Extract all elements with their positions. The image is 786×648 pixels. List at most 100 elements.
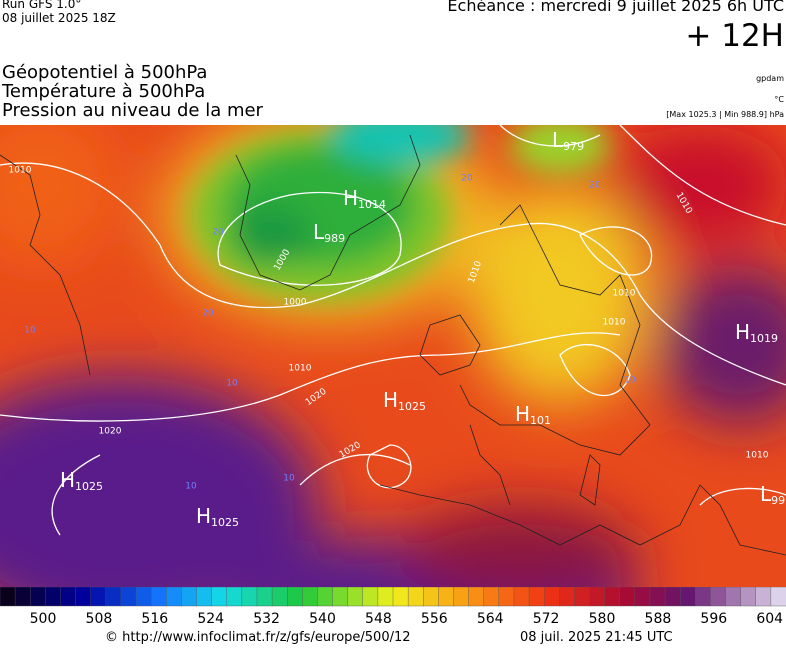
center-value: 101 — [530, 414, 551, 427]
colorbar-swatch — [286, 587, 303, 607]
cold-core — [190, 125, 610, 300]
colorbar-swatch — [75, 587, 92, 607]
colorbar-swatch — [528, 587, 545, 607]
colorbar-swatch — [513, 587, 530, 607]
colorbar-swatch — [241, 587, 258, 607]
colorbar-swatch — [710, 587, 727, 607]
lead-time: + 12H — [685, 18, 784, 54]
colorbar-label: 588 — [645, 611, 672, 627]
temperature-label: 20 — [212, 228, 224, 238]
echeance: Echéance : mercredi 9 juillet 2025 6h UT… — [447, 0, 784, 15]
footer-url: © http://www.infoclimat.fr/z/gfs/europe/… — [105, 630, 411, 645]
colorbar-label: 596 — [700, 611, 727, 627]
center-value: 1014 — [358, 198, 386, 211]
center-value: 1025 — [398, 400, 426, 413]
colorbar-swatch — [649, 587, 666, 607]
pressure-center: H1025 — [60, 468, 103, 494]
colorbar-label: 580 — [589, 611, 616, 627]
colorbar-swatch — [90, 587, 107, 607]
pressure-center: L989 — [313, 220, 345, 246]
colorbar-swatch — [740, 587, 757, 607]
center-letter: H — [343, 186, 358, 210]
temperature-label: 20 — [461, 174, 473, 184]
colorbar-swatch — [543, 587, 560, 607]
colorbar-swatch — [181, 587, 197, 607]
colorbar-label: 500 — [30, 611, 57, 627]
colorbar-swatch — [45, 587, 61, 607]
colorbar-swatch — [407, 587, 424, 607]
center-value: 979 — [563, 140, 584, 153]
center-value: 989 — [324, 232, 345, 245]
colorbar-label: 508 — [86, 611, 113, 627]
colorbar-swatch — [271, 587, 288, 607]
pressure-center: L99 — [760, 482, 785, 508]
pressure-center: H1025 — [196, 504, 239, 530]
center-letter: L — [760, 482, 772, 506]
colorbar-swatch — [0, 587, 16, 607]
unit: °C — [774, 95, 784, 104]
colorbar-swatch — [574, 587, 591, 607]
isobar-label: 1000 — [284, 298, 307, 308]
colorbar-swatch — [589, 587, 606, 607]
isobars — [0, 125, 786, 536]
pressure-center: H1014 — [343, 186, 386, 212]
colorbar-swatch — [559, 587, 575, 607]
temperature-label: 10 — [226, 379, 238, 389]
colorbar: 500 508 516 524 532 540 548 556 564 572 580 588 596 6… — [0, 587, 786, 627]
colorbar-swatch — [468, 587, 485, 607]
center-value: 1025 — [211, 516, 239, 529]
colorbar-swatch — [14, 587, 31, 607]
colorbar-swatch — [105, 587, 122, 607]
colorbar-swatch — [256, 587, 273, 607]
temperature-label: 20 — [589, 181, 601, 191]
colorbar-swatch — [347, 587, 364, 607]
center-letter: H — [515, 402, 530, 426]
colorbar-swatch — [332, 587, 349, 607]
colorbar-label: 564 — [477, 611, 504, 627]
colorbar-label: 572 — [533, 611, 560, 627]
colorbar-swatch — [226, 587, 243, 607]
isobar-label: 1010 — [613, 289, 636, 299]
colorbar-swatch — [211, 587, 228, 607]
unit: gpdam — [756, 74, 784, 83]
colorbar-swatch — [664, 587, 681, 607]
temperature-label: 10 — [185, 482, 197, 492]
temperature-label: 20 — [202, 309, 214, 319]
isobar-label: 1020 — [99, 427, 122, 437]
colorbar-swatch — [755, 587, 772, 607]
isobar-label: 1010 — [746, 451, 769, 461]
colorbar-swatch — [30, 587, 46, 607]
unit: [Max 1025.3 | Min 988.9] hPa — [666, 110, 784, 119]
colorbar-swatch — [634, 587, 651, 607]
center-value: 1025 — [75, 480, 103, 493]
colorbar-swatch — [453, 587, 470, 607]
colorbar-swatch — [135, 587, 152, 607]
colorbar-swatch — [120, 587, 137, 607]
coastlines — [0, 134, 786, 556]
colorbar-swatch — [483, 587, 500, 607]
center-letter: L — [552, 128, 564, 152]
colorbar-swatch — [725, 587, 742, 607]
colorbar-swatch — [60, 587, 77, 607]
temperature-label: 10 — [624, 376, 636, 386]
title: Pression au niveau de la mer — [2, 100, 263, 121]
colorbar-swatch — [604, 587, 621, 607]
isobar-label: 1010 — [9, 166, 32, 176]
colorbar-swatch — [150, 587, 167, 607]
center-letter: H — [60, 468, 75, 492]
center-value: 99 — [771, 494, 785, 507]
colorbar-label: 516 — [141, 611, 168, 627]
colorbar-label: 540 — [309, 611, 336, 627]
temperature-label: 10 — [24, 326, 36, 336]
colorbar-swatch — [770, 587, 786, 607]
colorbar-label: 524 — [197, 611, 224, 627]
colorbar-swatch — [377, 587, 394, 607]
title: Géopotentiel à 500hPa — [2, 62, 208, 83]
center-letter: H — [196, 504, 211, 528]
center-letter: H — [735, 320, 750, 344]
colorbar-swatch — [362, 587, 379, 607]
colorbar-swatch — [498, 587, 515, 607]
title: Température à 500hPa — [2, 81, 206, 102]
